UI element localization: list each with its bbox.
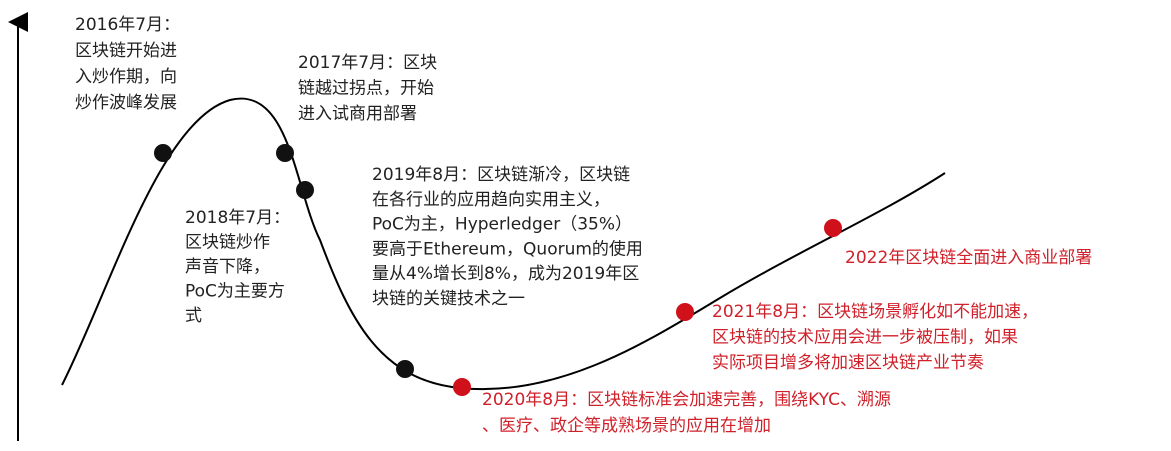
annotation-line: 区块链开始进: [75, 41, 177, 61]
annotation-line: 链越过拐点，开始: [298, 79, 434, 99]
annotation-line: 式: [185, 306, 202, 326]
annotation-line: 2017年7月：区块: [298, 53, 437, 73]
annotation-line: 2022年区块链全面进入商业部署: [845, 248, 1092, 268]
annotation-line: 2016年7月：: [75, 15, 180, 35]
annotation-line: 量从4%增长到8%，成为2019年区: [372, 264, 639, 284]
annotation-line: 块链的关键技术之一: [372, 289, 525, 309]
annotation-line: 在各行业的应用趋向实用主义，: [372, 190, 610, 210]
annotation-line: 声音下降，: [185, 257, 270, 277]
annotation-line: 2020年8月：区块链标准会加速完善，围绕KYC、溯源: [482, 390, 891, 410]
annotation-line: 入炒作期，向: [75, 67, 177, 87]
milestone-dot: [676, 303, 694, 321]
annotation-line: 2019年8月：区块链渐冷，区块链: [372, 165, 630, 185]
milestone-dot: [396, 360, 414, 378]
annotation-line: 区块链炒作: [185, 233, 270, 253]
milestone-dot: [824, 219, 842, 237]
milestone-dot: [453, 378, 471, 396]
annotation-line: 区块链的技术应用会进一步被压制，如果: [712, 328, 1018, 348]
annotation-line: PoC为主要方: [185, 282, 285, 302]
annotation-line: PoC为主，Hyperledger（35%）: [372, 215, 632, 235]
milestone-dot: [276, 144, 294, 162]
milestone-dot: [154, 144, 172, 162]
annotation-line: 要高于Ethereum，Quorum的使用: [372, 238, 643, 259]
annotation-line: 、医疗、政企等成熟场景的应用在增加: [482, 415, 771, 436]
annotation-line: 2021年8月：区块链场景孵化如不能加速，: [712, 302, 1038, 322]
annotation-line: 2018年7月：: [185, 208, 290, 228]
annotation-line: 炒作波峰发展: [75, 93, 177, 113]
milestone-dot: [296, 181, 314, 199]
annotation-line: 实际项目增多将加速区块链产业节奏: [712, 353, 984, 373]
hype-curve: [61, 97, 946, 391]
annotation-line: 进入试商用部署: [298, 104, 417, 124]
